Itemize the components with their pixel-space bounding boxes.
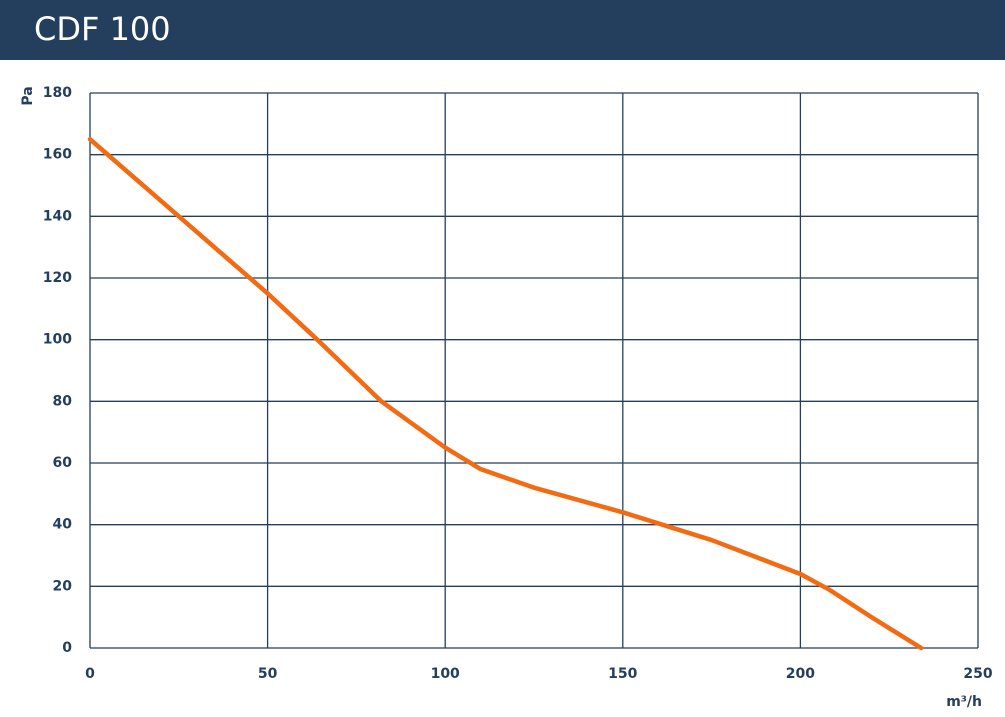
y-tick-label: 20 (53, 578, 73, 594)
x-tick-label: 200 (786, 666, 815, 682)
y-tick-label: 140 (43, 208, 72, 224)
x-tick-label: 150 (608, 666, 637, 682)
y-tick-label: 100 (43, 332, 72, 348)
y-tick-label: 80 (53, 393, 73, 409)
y-tick-label: 0 (62, 640, 72, 656)
data-line (87, 137, 924, 651)
header-bar (0, 0, 1005, 60)
y-tick-label: 120 (43, 270, 72, 286)
x-tick-label: 50 (258, 666, 278, 682)
y-tick-label: 40 (53, 517, 73, 533)
y-tick-label: 180 (43, 85, 72, 101)
x-tick-label: 100 (431, 666, 460, 682)
x-tick-label: 250 (963, 666, 992, 682)
x-tick-label: 0 (85, 666, 95, 682)
y-axis-label: Pa (20, 86, 36, 105)
y-tick-label: 60 (53, 455, 73, 471)
chart-title: CDF 100 (34, 10, 171, 48)
x-axis-label: m³/h (946, 694, 982, 710)
y-tick-label: 160 (43, 147, 72, 163)
